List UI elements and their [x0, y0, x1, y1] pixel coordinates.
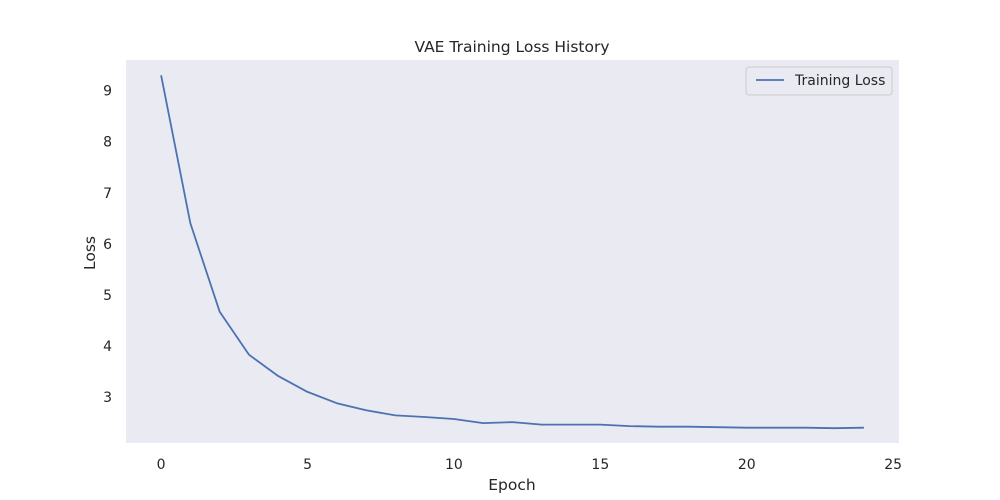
- series-line-training-loss: [160, 75, 864, 430]
- series-layer: [160, 75, 864, 430]
- plot-area: [126, 60, 899, 443]
- chart-title: VAE Training Loss History: [414, 38, 609, 56]
- y-tick-label: 9: [103, 84, 112, 100]
- x-tick-label: 0: [157, 457, 166, 473]
- x-axis-label: Epoch: [488, 476, 535, 494]
- x-tick-label: 10: [445, 457, 463, 473]
- y-tick-label: 8: [103, 135, 112, 151]
- legend: Training Loss: [745, 66, 893, 96]
- x-tick-label: 5: [303, 457, 312, 473]
- legend-box: [745, 66, 893, 96]
- y-tick-label: 6: [103, 237, 112, 253]
- y-tick-label: 3: [103, 390, 112, 406]
- y-axis-label: Loss: [81, 236, 99, 270]
- y-axis-ticks: 3 4 5 6 7 8 9: [103, 84, 112, 406]
- y-tick-label: 5: [103, 288, 112, 304]
- y-tick-label: 4: [103, 339, 112, 355]
- x-tick-label: 25: [884, 457, 902, 473]
- legend-label: Training Loss: [794, 73, 885, 89]
- x-tick-label: 15: [591, 457, 609, 473]
- x-axis-ticks: 0 5 10 15 20 25: [157, 457, 902, 473]
- x-tick-label: 20: [738, 457, 756, 473]
- y-tick-label: 7: [103, 186, 112, 202]
